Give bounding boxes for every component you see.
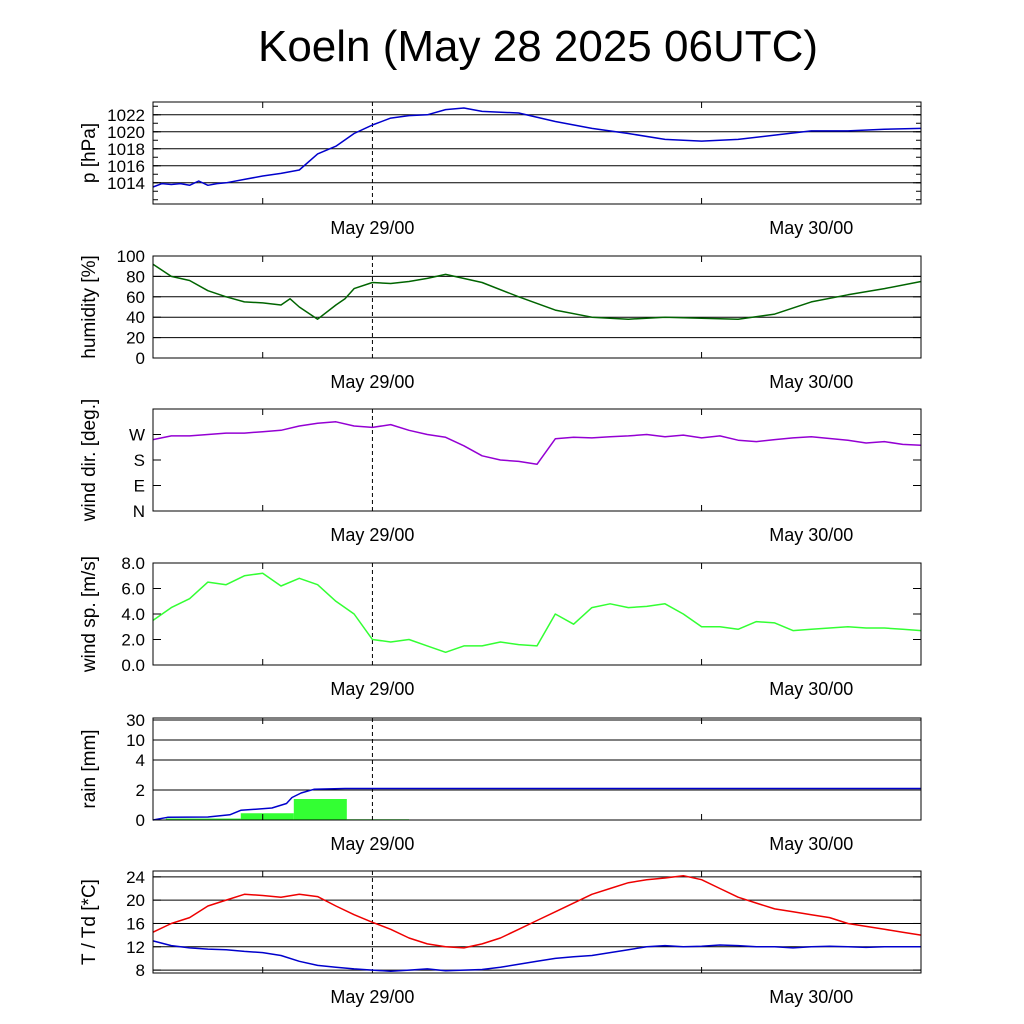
series-line-rain-accum xyxy=(152,787,921,821)
y-tick-label: 60 xyxy=(126,288,145,307)
panel-wind-speed: 0.0 2.0 4.0 6.0 8.0 wind sp. [m/s] May 29/00 Ma… xyxy=(79,554,922,699)
y-tick-label: 1020 xyxy=(107,123,145,142)
y-tick-label: 1016 xyxy=(107,157,145,176)
x-tick-label: May 30/00 xyxy=(769,218,853,238)
y-axis-label: p [hPa] xyxy=(79,123,100,183)
x-tick-label: May 30/00 xyxy=(769,679,853,699)
y-tick-label: N xyxy=(133,502,145,521)
y-tick-label: 30 xyxy=(126,711,145,730)
rain-bar xyxy=(165,818,241,820)
y-tick-label: 6.0 xyxy=(121,580,145,599)
y-axis-label: humidity [%] xyxy=(79,255,100,358)
y-tick-label: 40 xyxy=(126,308,145,327)
y-axis-label: wind dir. [deg.] xyxy=(79,399,100,523)
y-tick-label: 24 xyxy=(126,868,145,887)
panel-frame xyxy=(152,101,922,205)
panel-frame xyxy=(152,562,922,666)
y-axis-label: rain [mm] xyxy=(79,729,100,808)
y-axis-label: T / Td [*C] xyxy=(79,879,100,965)
y-tick-label: 10 xyxy=(126,731,145,750)
series-line-wind-speed xyxy=(152,572,922,654)
y-axis-label: wind sp. [m/s] xyxy=(79,556,100,673)
y-tick-label: 100 xyxy=(117,247,145,266)
y-tick-label: 4.0 xyxy=(121,605,145,624)
panel-frame xyxy=(152,408,922,512)
chart-title: Koeln (May 28 2025 06UTC) xyxy=(257,22,819,71)
series-line-dewpoint xyxy=(152,940,921,973)
x-tick-label: May 30/00 xyxy=(769,525,853,545)
series-line-temperature xyxy=(152,874,922,949)
y-tick-label: 0.0 xyxy=(121,656,145,675)
x-tick-label: May 29/00 xyxy=(330,679,414,699)
y-tick-label: 80 xyxy=(126,267,145,286)
rain-bar xyxy=(293,799,347,820)
y-tick-label: S xyxy=(134,451,145,470)
x-tick-label: May 29/00 xyxy=(330,372,414,392)
panel-frame xyxy=(152,870,922,974)
y-tick-label: 20 xyxy=(126,891,145,910)
y-tick-label: 0 xyxy=(136,349,145,368)
x-tick-label: May 29/00 xyxy=(330,218,414,238)
panel-temperature: 8 12 16 20 24 T / Td [*C] May 29/00 May 30/00 xyxy=(79,868,922,1007)
y-tick-label: 4 xyxy=(136,751,145,770)
x-tick-label: May 29/00 xyxy=(330,834,414,854)
series-line-pressure xyxy=(152,107,922,188)
y-tick-label: 12 xyxy=(126,938,145,957)
panel-frame xyxy=(152,717,922,821)
y-tick-label: 1014 xyxy=(107,174,145,193)
y-tick-label: 16 xyxy=(126,914,145,933)
y-tick-label: 0 xyxy=(136,811,145,830)
series-line-humidity xyxy=(152,263,922,320)
y-tick-label: 20 xyxy=(126,329,145,348)
x-tick-label: May 29/00 xyxy=(330,987,414,1007)
y-tick-label: 8.0 xyxy=(121,554,145,573)
x-tick-label: May 30/00 xyxy=(769,987,853,1007)
series-line-wind-dir xyxy=(152,421,922,466)
y-tick-label: 8 xyxy=(136,961,145,980)
rain-bar xyxy=(240,813,294,820)
y-tick-label: W xyxy=(129,426,145,445)
y-tick-label: 2.0 xyxy=(121,631,145,650)
y-tick-label: E xyxy=(134,477,145,496)
panel-frame xyxy=(152,255,922,359)
x-tick-label: May 29/00 xyxy=(330,525,414,545)
y-tick-label: 2 xyxy=(136,781,145,800)
x-tick-label: May 30/00 xyxy=(769,372,853,392)
x-tick-label: May 30/00 xyxy=(769,834,853,854)
y-tick-label: 1018 xyxy=(107,140,145,159)
y-tick-label: 1022 xyxy=(107,106,145,125)
